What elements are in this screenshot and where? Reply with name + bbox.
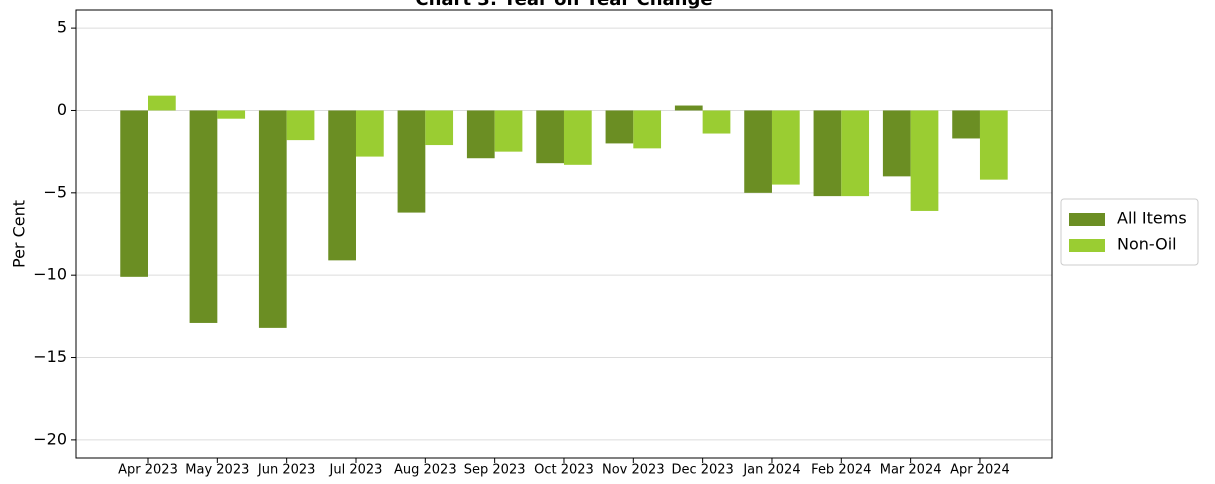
bar <box>397 110 426 213</box>
bar <box>952 110 980 139</box>
x-tick-label: Apr 2023 <box>118 463 178 478</box>
x-tick-label: Feb 2024 <box>811 463 871 478</box>
y-tick-label: −20 <box>33 429 67 448</box>
bar <box>189 110 218 323</box>
legend-swatch <box>1069 239 1105 252</box>
bar <box>148 95 176 111</box>
y-tick-label: 0 <box>57 100 67 119</box>
bar <box>771 110 800 185</box>
x-tick-label: Sep 2023 <box>464 463 526 478</box>
x-tick-label: Oct 2023 <box>534 463 594 478</box>
bar <box>910 110 939 211</box>
bar <box>466 110 495 159</box>
y-axis-label: Per Cent <box>10 200 29 268</box>
legend-label: Non-Oil <box>1117 235 1177 254</box>
bar <box>328 110 356 261</box>
legend-swatch <box>1069 213 1105 226</box>
x-tick-label: Aug 2023 <box>394 463 457 478</box>
bar <box>536 110 564 164</box>
x-tick-label: May 2023 <box>185 463 249 478</box>
chart-title: Chart 3: Year on Year Change <box>415 0 712 10</box>
legend-label: All Items <box>1117 209 1187 228</box>
y-tick-label: −10 <box>33 265 67 284</box>
bar <box>286 110 315 141</box>
x-tick-label: Jan 2024 <box>742 463 800 478</box>
bar <box>425 110 454 146</box>
bar <box>563 110 592 165</box>
y-tick-label: 5 <box>57 18 67 37</box>
bar <box>674 105 703 111</box>
x-tick-label: Jun 2023 <box>257 463 316 478</box>
bar <box>355 110 384 157</box>
bar <box>217 110 246 119</box>
x-tick-label: Nov 2023 <box>602 463 665 478</box>
x-tick-label: Jul 2023 <box>329 463 383 478</box>
y-tick-label: −15 <box>33 347 67 366</box>
x-tick-label: Mar 2024 <box>880 463 942 478</box>
bar <box>841 110 870 197</box>
x-tick-label: Apr 2024 <box>950 463 1010 478</box>
bar <box>882 110 911 177</box>
bar <box>494 110 523 152</box>
bar <box>979 110 1008 180</box>
bar <box>120 110 148 277</box>
bar <box>702 110 731 134</box>
bar <box>744 110 772 193</box>
x-tick-label: Dec 2023 <box>671 463 733 478</box>
y-tick-label: −5 <box>43 182 67 201</box>
bar <box>605 110 634 144</box>
bar <box>813 110 842 197</box>
bar <box>633 110 662 149</box>
bar <box>258 110 287 328</box>
plot-frame <box>75 9 1053 459</box>
